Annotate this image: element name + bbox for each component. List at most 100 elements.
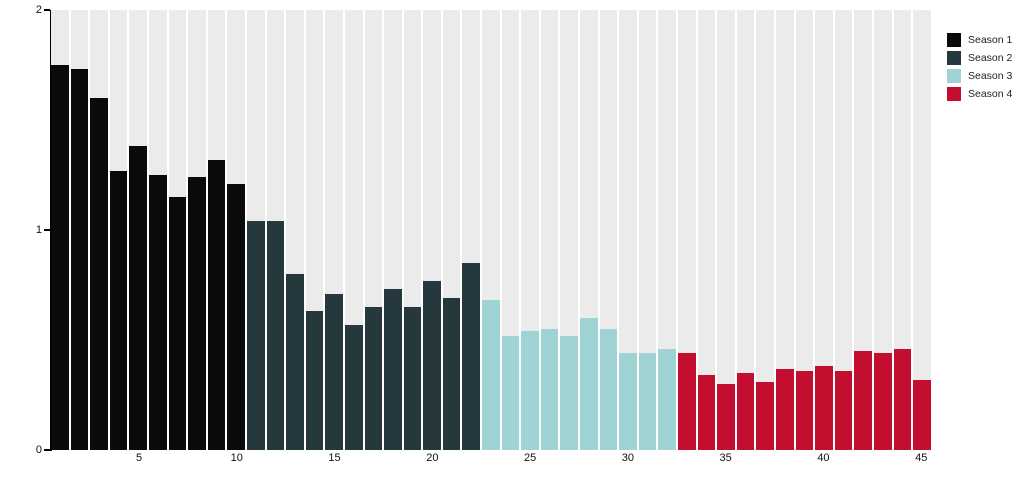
bar-episode-30-season-3 xyxy=(619,353,637,450)
bar-slot-30 xyxy=(619,10,637,450)
bar-slot-45 xyxy=(913,10,931,450)
slot-background xyxy=(619,10,637,450)
bar-episode-39-season-4 xyxy=(795,370,814,450)
bar-episode-15-season-2 xyxy=(325,293,343,450)
bar-episode-10-season-1 xyxy=(227,183,245,450)
bar-episode-12-season-2 xyxy=(266,221,285,450)
slot-background xyxy=(795,10,814,450)
bar-episode-16-season-2 xyxy=(344,324,363,450)
bar-episode-14-season-2 xyxy=(305,311,324,450)
bar-episode-18-season-2 xyxy=(384,289,402,450)
slot-background xyxy=(658,10,676,450)
bar-episode-11-season-2 xyxy=(246,221,265,450)
bar-episode-21-season-2 xyxy=(442,298,461,450)
slot-background xyxy=(638,10,657,450)
bar-episode-2-season-1 xyxy=(70,69,89,450)
bar-slot-42 xyxy=(854,10,872,450)
bar-episode-27-season-3 xyxy=(560,335,579,450)
bar-slot-1 xyxy=(51,10,69,450)
bar-slot-20 xyxy=(423,10,441,450)
bar-episode-28-season-3 xyxy=(580,318,598,450)
bar-slot-7 xyxy=(168,10,187,450)
bar-episode-38-season-4 xyxy=(775,368,794,450)
legend-item-season-4: Season 4 xyxy=(947,85,1012,103)
bar-slot-2 xyxy=(70,10,89,450)
legend-item-season-1: Season 1 xyxy=(947,31,1012,49)
slot-background xyxy=(678,10,696,450)
y-axis-line xyxy=(50,10,52,451)
bar-slot-4 xyxy=(109,10,128,450)
bar-episode-25-season-3 xyxy=(521,331,539,450)
bar-episode-37-season-4 xyxy=(756,381,774,450)
legend-label-season-3: Season 3 xyxy=(968,70,1013,82)
bar-episode-44-season-4 xyxy=(893,348,912,450)
bar-episode-33-season-4 xyxy=(678,353,696,450)
slot-background xyxy=(697,10,716,450)
bar-episode-13-season-2 xyxy=(286,274,304,450)
y-tick-label-2: 2 xyxy=(35,4,42,16)
bar-episode-1-season-1 xyxy=(51,65,69,450)
y-tick-1 xyxy=(44,229,50,231)
slot-background xyxy=(756,10,774,450)
bar-slot-17 xyxy=(364,10,383,450)
bar-episode-29-season-3 xyxy=(599,329,618,450)
bar-episode-19-season-2 xyxy=(403,307,422,450)
slot-background xyxy=(873,10,892,450)
bar-slot-44 xyxy=(893,10,912,450)
bar-slot-24 xyxy=(501,10,520,450)
bar-episode-8-season-1 xyxy=(188,177,206,450)
bar-episode-32-season-3 xyxy=(658,348,676,450)
bar-episode-36-season-4 xyxy=(736,373,755,450)
slot-background xyxy=(815,10,833,450)
bar-slot-16 xyxy=(344,10,363,450)
bar-episode-9-season-1 xyxy=(207,159,226,450)
x-tick-label-5: 5 xyxy=(135,452,143,464)
bar-slot-3 xyxy=(90,10,108,450)
x-tick-label-10: 10 xyxy=(230,452,243,464)
x-tick-label-45: 45 xyxy=(915,452,928,464)
bar-episode-22-season-2 xyxy=(462,263,481,450)
bar-slot-41 xyxy=(834,10,853,450)
legend-item-season-2: Season 2 xyxy=(947,49,1012,67)
bar-slot-26 xyxy=(540,10,559,450)
legend-swatch-season-2 xyxy=(947,51,961,65)
legend: Season 1 Season 2 Season 3 Season 4 xyxy=(947,31,1012,103)
bar-slot-8 xyxy=(188,10,206,450)
bar-slot-27 xyxy=(560,10,579,450)
bar-slot-33 xyxy=(678,10,696,450)
slot-background xyxy=(913,10,931,450)
bar-slot-37 xyxy=(756,10,774,450)
bar-slot-21 xyxy=(442,10,461,450)
bar-slot-43 xyxy=(873,10,892,450)
slot-background xyxy=(893,10,912,450)
bar-episode-6-season-1 xyxy=(148,175,167,450)
slot-background xyxy=(736,10,755,450)
bar-slot-40 xyxy=(815,10,833,450)
y-tick-0 xyxy=(44,449,50,451)
slot-background xyxy=(717,10,735,450)
bar-slot-34 xyxy=(697,10,716,450)
bar-episode-26-season-3 xyxy=(540,329,559,450)
x-tick-label-25: 25 xyxy=(523,452,537,464)
bar-slot-31 xyxy=(638,10,657,450)
y-tick-label-1: 1 xyxy=(35,224,42,236)
plot-area xyxy=(51,10,931,450)
bar-episode-4-season-1 xyxy=(109,170,128,450)
bar-slot-14 xyxy=(305,10,324,450)
bar-slot-28 xyxy=(580,10,598,450)
legend-item-season-3: Season 3 xyxy=(947,67,1012,85)
legend-label-season-4: Season 4 xyxy=(968,88,1013,100)
bar-slot-15 xyxy=(325,10,343,450)
bar-slot-5 xyxy=(129,10,147,450)
legend-swatch-season-3 xyxy=(947,69,961,83)
bar-episode-20-season-2 xyxy=(423,280,441,450)
legend-swatch-season-4 xyxy=(947,87,961,101)
bar-slot-22 xyxy=(462,10,481,450)
x-axis: 5 10 15 20 25 30 35 40 45 xyxy=(51,452,931,468)
y-tick-label-0: 0 xyxy=(35,444,42,456)
bar-episode-45-season-4 xyxy=(913,379,931,450)
bar-episode-17-season-2 xyxy=(364,307,383,450)
bar-episode-24-season-3 xyxy=(501,335,520,450)
bar-slot-12 xyxy=(266,10,285,450)
bar-slot-11 xyxy=(246,10,265,450)
